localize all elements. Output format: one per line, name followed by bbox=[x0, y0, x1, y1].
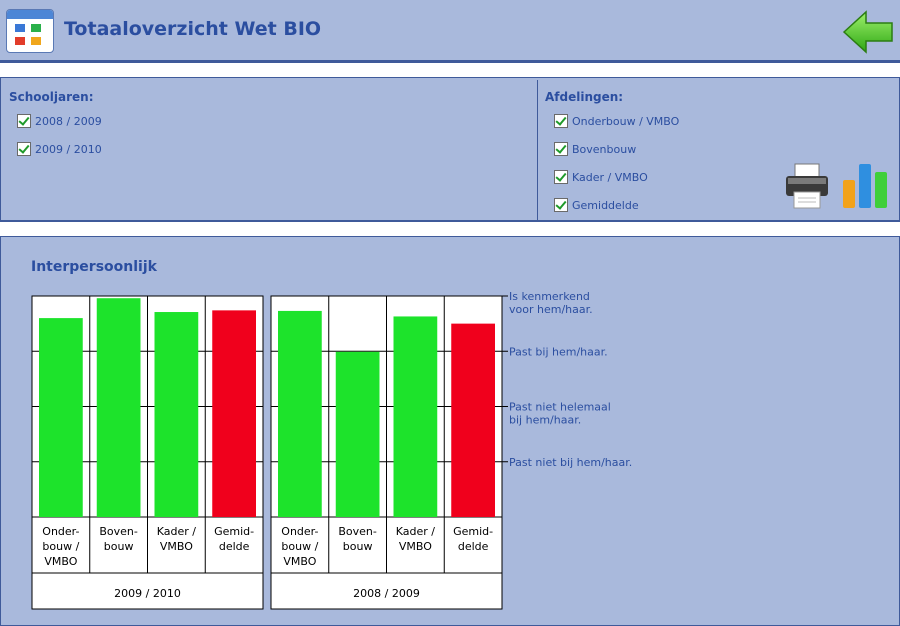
checkbox-checked[interactable] bbox=[554, 114, 568, 128]
checkbox-label: Kader / VMBO bbox=[572, 170, 648, 184]
scale-label: Past niet bij hem/haar. bbox=[509, 456, 632, 469]
checkbox-checked[interactable] bbox=[554, 198, 568, 212]
category-label: Boven- bbox=[99, 525, 138, 538]
scale-label: Past bij hem/haar. bbox=[509, 345, 608, 358]
bar bbox=[96, 298, 141, 517]
category-label: Gemid- bbox=[453, 525, 493, 538]
checkbox-label: 2009 / 2010 bbox=[35, 142, 102, 156]
checkbox-year-2008-2009[interactable]: 2008 / 2009 bbox=[17, 114, 102, 128]
category-label: bouw bbox=[343, 540, 373, 553]
header-bar: Totaaloverzicht Wet BIO bbox=[0, 0, 900, 62]
checkbox-year-2009-2010[interactable]: 2009 / 2010 bbox=[17, 142, 102, 156]
bar bbox=[451, 323, 495, 517]
category-label: bouw / bbox=[281, 540, 318, 553]
app-icon bbox=[6, 9, 54, 53]
page-title: Totaaloverzicht Wet BIO bbox=[64, 18, 322, 40]
bar bbox=[278, 310, 322, 517]
checkbox-checked[interactable] bbox=[17, 114, 31, 128]
category-label: Onder- bbox=[281, 525, 318, 538]
category-label: VMBO bbox=[44, 555, 77, 568]
bar bbox=[393, 316, 438, 517]
afdelingen-heading: Afdelingen: bbox=[545, 90, 624, 104]
checkbox-gemiddelde[interactable]: Gemiddelde bbox=[554, 198, 639, 212]
green-left-arrow-icon[interactable] bbox=[842, 10, 894, 54]
scale-label: bij hem/haar. bbox=[509, 414, 581, 427]
category-label: Onder- bbox=[42, 525, 79, 538]
category-label: delde bbox=[219, 540, 250, 553]
checkbox-onderbouw-vmbo[interactable]: Onderbouw / VMBO bbox=[554, 114, 679, 128]
checkbox-label: Onderbouw / VMBO bbox=[572, 114, 680, 128]
section-title: Interpersoonlijk bbox=[31, 259, 157, 275]
schooljaren-heading: Schooljaren: bbox=[9, 90, 94, 104]
year-label-panel bbox=[31, 572, 264, 610]
category-label: Gemid- bbox=[214, 525, 254, 538]
scale-label: Past niet helemaal bbox=[509, 401, 611, 414]
printer-icon[interactable] bbox=[783, 162, 833, 210]
checkbox-checked[interactable] bbox=[554, 170, 568, 184]
checkbox-checked[interactable] bbox=[554, 142, 568, 156]
bar bbox=[335, 351, 380, 517]
header-separator bbox=[0, 62, 900, 78]
bar-chart-icon[interactable] bbox=[840, 160, 890, 210]
scale-label: Is kenmerkend bbox=[509, 290, 590, 303]
category-label: Kader / bbox=[396, 525, 436, 538]
scale-label: voor hem/haar. bbox=[509, 303, 593, 316]
checkbox-bovenbouw[interactable]: Bovenbouw bbox=[554, 142, 636, 156]
checkbox-checked[interactable] bbox=[17, 142, 31, 156]
checkbox-label: 2008 / 2009 bbox=[35, 114, 102, 128]
category-label: VMBO bbox=[399, 540, 432, 553]
category-label: Kader / bbox=[157, 525, 197, 538]
category-label: bouw / bbox=[42, 540, 79, 553]
checkbox-label: Gemiddelde bbox=[572, 198, 639, 212]
category-label: delde bbox=[458, 540, 489, 553]
filter-separator bbox=[0, 221, 900, 237]
checkbox-kader-vmbo[interactable]: Kader / VMBO bbox=[554, 170, 648, 184]
bar bbox=[212, 310, 256, 517]
category-label: Boven- bbox=[338, 525, 377, 538]
year-label: 2008 / 2009 bbox=[353, 587, 420, 600]
category-label: bouw bbox=[104, 540, 134, 553]
bar bbox=[154, 312, 199, 517]
bar bbox=[39, 318, 83, 517]
year-label-panel bbox=[270, 572, 503, 610]
checkbox-label: Bovenbouw bbox=[572, 142, 637, 156]
filter-divider bbox=[537, 80, 538, 221]
category-label: VMBO bbox=[283, 555, 316, 568]
filter-panel bbox=[0, 80, 900, 221]
year-label: 2009 / 2010 bbox=[114, 587, 181, 600]
category-label: VMBO bbox=[160, 540, 193, 553]
